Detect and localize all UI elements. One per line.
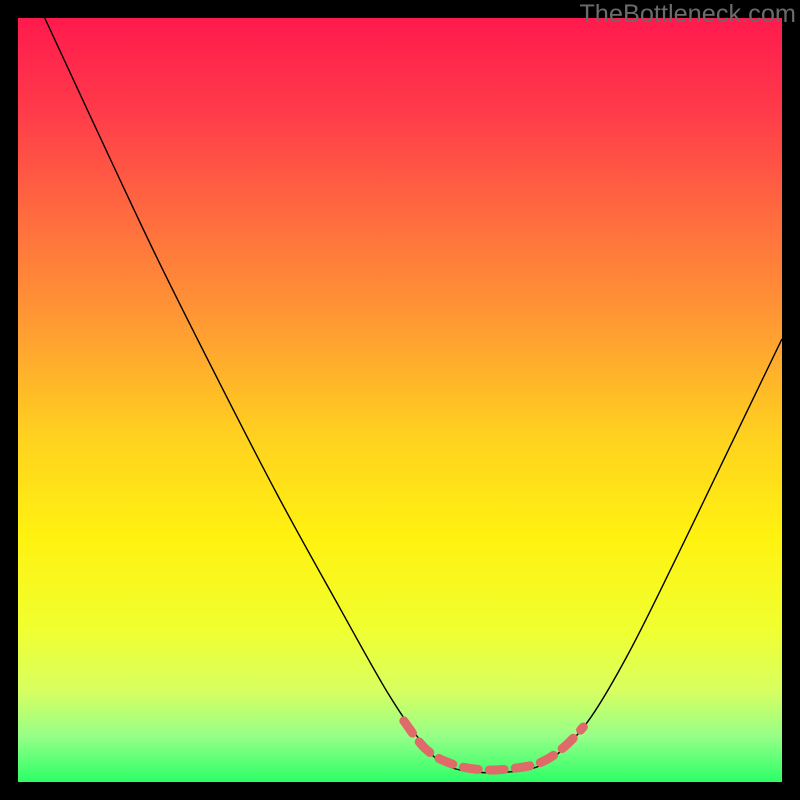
plot-area [18,18,782,782]
chart-background [18,18,782,782]
watermark-text: TheBottleneck.com [579,0,796,29]
bottleneck-chart [18,18,782,782]
chart-frame: TheBottleneck.com [0,0,800,800]
